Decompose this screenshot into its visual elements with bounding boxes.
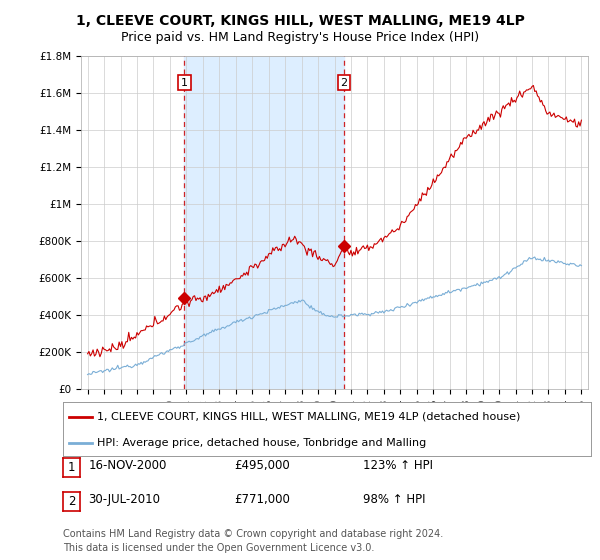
Text: Contains HM Land Registry data © Crown copyright and database right 2024.
This d: Contains HM Land Registry data © Crown c… <box>63 529 443 553</box>
Bar <box>184 56 344 389</box>
Text: 123% ↑ HPI: 123% ↑ HPI <box>363 459 433 473</box>
Text: 1: 1 <box>181 78 188 88</box>
Text: 2: 2 <box>68 494 75 508</box>
Text: 1: 1 <box>68 461 75 474</box>
Text: 30-JUL-2010: 30-JUL-2010 <box>88 493 160 506</box>
Text: HPI: Average price, detached house, Tonbridge and Malling: HPI: Average price, detached house, Tonb… <box>97 438 427 447</box>
Text: 98% ↑ HPI: 98% ↑ HPI <box>363 493 425 506</box>
Text: £495,000: £495,000 <box>234 459 290 473</box>
Text: 16-NOV-2000: 16-NOV-2000 <box>88 459 167 473</box>
Text: Price paid vs. HM Land Registry's House Price Index (HPI): Price paid vs. HM Land Registry's House … <box>121 31 479 44</box>
Text: 1, CLEEVE COURT, KINGS HILL, WEST MALLING, ME19 4LP: 1, CLEEVE COURT, KINGS HILL, WEST MALLIN… <box>76 14 524 28</box>
Text: 1, CLEEVE COURT, KINGS HILL, WEST MALLING, ME19 4LP (detached house): 1, CLEEVE COURT, KINGS HILL, WEST MALLIN… <box>97 412 521 422</box>
Text: 2: 2 <box>340 78 347 88</box>
Text: £771,000: £771,000 <box>234 493 290 506</box>
